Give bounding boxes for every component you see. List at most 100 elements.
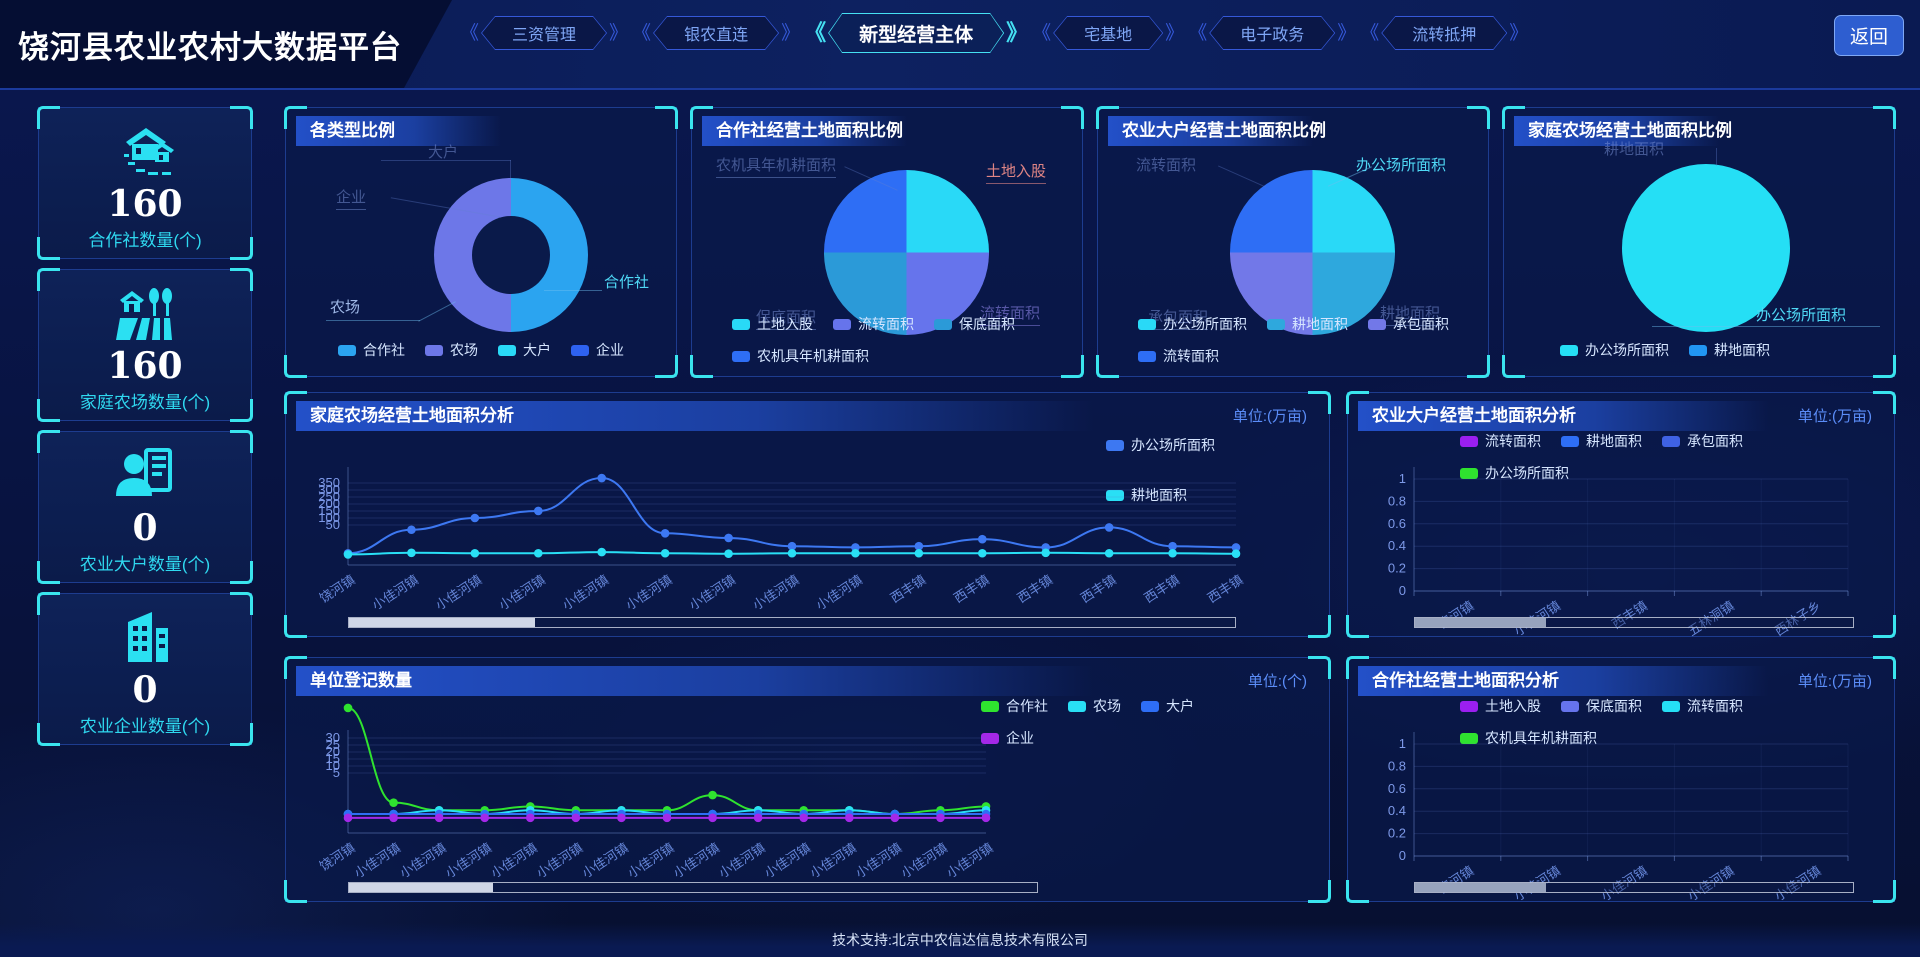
- corner-bracket: [284, 106, 307, 129]
- datazoom-scrollbar[interactable]: [348, 617, 1236, 628]
- legend-marker: [1460, 700, 1478, 712]
- corner-bracket: [37, 561, 60, 584]
- line-chart: 30 25 20 15 10 5 饶河镇 小佳河镇 小佳河镇 小佳河镇 小佳河镇 小佳河镇 小佳河镇 小佳…: [286, 688, 1331, 903]
- legend-item[interactable]: 办公场所面积: [1460, 463, 1569, 483]
- legend-item[interactable]: 保底面积: [934, 314, 1015, 334]
- corner-bracket: [655, 355, 678, 378]
- legend-item[interactable]: 土地入股: [1460, 696, 1541, 716]
- legend-item[interactable]: 农场: [1068, 696, 1121, 716]
- svg-text:350: 350: [318, 475, 340, 490]
- corner-bracket: [230, 106, 253, 129]
- svg-text:0.8: 0.8: [1388, 758, 1406, 773]
- pie-label-chengbao: 承包面积: [1148, 306, 1209, 330]
- corner-bracket: [1308, 391, 1331, 414]
- stat-value: 160: [107, 345, 183, 387]
- legend-label: 承包面积: [1393, 316, 1449, 332]
- stat-card-enterprises: 0 农业企业数量(个): [37, 592, 253, 746]
- svg-text:小佳河镇: 小佳河镇: [433, 572, 485, 613]
- legend-label: 耕地面积: [1714, 342, 1770, 358]
- legend-item[interactable]: 承包面积: [1662, 431, 1743, 451]
- tab-dianzi-zhengwu[interactable]: 《 电子政务 》: [1188, 16, 1356, 50]
- legend-marker: [571, 344, 589, 356]
- pie-label-liuzhuan: 流转面积: [1136, 157, 1197, 174]
- legend-item[interactable]: 保底面积: [1561, 696, 1642, 716]
- svg-text:小佳河镇: 小佳河镇: [488, 840, 540, 881]
- tab-zhaijidi[interactable]: 《 宅基地 》: [1032, 16, 1184, 50]
- corner-bracket: [284, 656, 307, 679]
- tab-liuzhuan-diya[interactable]: 《 流转抵押 》: [1360, 16, 1528, 50]
- line-chart: 10.80.60.40.20饶河镇小佳河镇小佳河镇小佳河镇小佳河镇: [1348, 688, 1896, 904]
- tab-label: 新型经营主体: [859, 24, 974, 46]
- corner-bracket: [690, 355, 713, 378]
- datazoom-scrollbar[interactable]: [348, 882, 1038, 893]
- tab-xinxing-jingying-zhuti[interactable]: 《 新型经营主体 》: [804, 13, 1028, 53]
- farm-icon: [39, 270, 251, 344]
- corner-bracket: [1873, 615, 1896, 638]
- pie-label-baodi: 保底面积: [756, 306, 817, 330]
- legend-item[interactable]: 大户: [1141, 696, 1194, 716]
- svg-text:300: 300: [318, 482, 340, 497]
- stat-card-family-farms: 160 家庭农场数量(个): [37, 268, 253, 422]
- stat-label: 农业大户数量(个): [79, 555, 211, 574]
- legend-item[interactable]: 大户: [498, 340, 551, 360]
- legend-item[interactable]: 耕地面积: [1106, 485, 1187, 505]
- legend-item[interactable]: 企业: [981, 728, 1034, 748]
- legend-item[interactable]: 办公场所面积: [1138, 314, 1247, 334]
- line-chart: 350 300 250 200 150 100 50 饶河镇 小佳河镇 小佳河镇 小佳河镇 小佳河镇小…: [286, 423, 1331, 638]
- legend-item[interactable]: 流转面积: [1460, 431, 1541, 451]
- corner-bracket: [1502, 355, 1525, 378]
- svg-text:20: 20: [326, 744, 340, 759]
- svg-text:饶河镇: 饶河镇: [317, 572, 358, 606]
- legend-marker: [338, 344, 356, 356]
- corner-bracket: [1873, 355, 1896, 378]
- legend-item[interactable]: 合作社: [338, 340, 405, 360]
- legend-label: 农场: [450, 342, 478, 358]
- legend-item[interactable]: 耕地面积: [1561, 431, 1642, 451]
- back-button[interactable]: 返回: [1833, 15, 1904, 56]
- svg-text:西丰镇: 西丰镇: [888, 572, 929, 606]
- datazoom-scrollbar[interactable]: [1414, 617, 1854, 628]
- corner-bracket: [230, 592, 253, 615]
- legend-item[interactable]: 承包面积: [1368, 314, 1449, 334]
- pie-label-hezuoshe: 合作社: [604, 274, 650, 291]
- datazoom-scrollbar[interactable]: [1414, 882, 1854, 893]
- legend-item[interactable]: 企业: [571, 340, 624, 360]
- legend-item[interactable]: 流转面积: [833, 314, 914, 334]
- corner-bracket: [1096, 355, 1119, 378]
- legend-item[interactable]: 农机具年机耕面积: [732, 346, 869, 366]
- svg-text:30: 30: [326, 730, 340, 745]
- corner-bracket: [655, 106, 678, 129]
- stat-value: 0: [132, 507, 158, 549]
- legend-item[interactable]: 办公场所面积: [1106, 435, 1215, 455]
- legend-marker: [1368, 318, 1386, 330]
- legend-item[interactable]: 耕地面积: [1267, 314, 1348, 334]
- svg-text:西丰镇: 西丰镇: [1141, 572, 1182, 606]
- legend-marker: [1561, 700, 1579, 712]
- legend-marker: [1662, 700, 1680, 712]
- legend-item[interactable]: 农场: [425, 340, 478, 360]
- corner-bracket: [230, 430, 253, 453]
- legend-item[interactable]: 土地入股: [732, 314, 813, 334]
- legend-label: 土地入股: [1485, 698, 1541, 714]
- legend-item[interactable]: 流转面积: [1138, 346, 1219, 366]
- legend-label: 保底面积: [959, 316, 1015, 332]
- stat-card-cooperatives: 160 合作社数量(个): [37, 106, 253, 260]
- svg-text:0: 0: [1399, 848, 1406, 863]
- legend-label: 办公场所面积: [1485, 465, 1569, 481]
- chart-card-unit-registration: 单位登记数量 单位:(个) 合作社 农场 大户 企业 30 25 20 15 10 5 饶河镇 小佳…: [284, 656, 1331, 903]
- tab-yinnong-zhilian[interactable]: 《 银农直连 》: [632, 16, 800, 50]
- svg-text:15: 15: [326, 751, 340, 766]
- legend-item[interactable]: 耕地面积: [1689, 340, 1770, 360]
- legend-item[interactable]: 办公场所面积: [1560, 340, 1669, 360]
- legend-marker: [1689, 344, 1707, 356]
- chart-card-familyfarm-analysis: 家庭农场经营土地面积分析 单位:(万亩) 办公场所面积 耕地面积 350 300 25…: [284, 391, 1331, 638]
- legend-item[interactable]: 流转面积: [1662, 696, 1743, 716]
- legend-item[interactable]: 合作社: [981, 696, 1048, 716]
- tab-sanzi-guanli[interactable]: 《 三资管理 》: [460, 16, 628, 50]
- svg-text:小佳河镇: 小佳河镇: [813, 572, 865, 613]
- chevron-left-icon: 《: [1188, 22, 1208, 44]
- svg-text:小佳河镇: 小佳河镇: [397, 840, 449, 881]
- legend-item[interactable]: 农机具年机耕面积: [1460, 728, 1597, 748]
- stat-label: 农业企业数量(个): [79, 717, 211, 736]
